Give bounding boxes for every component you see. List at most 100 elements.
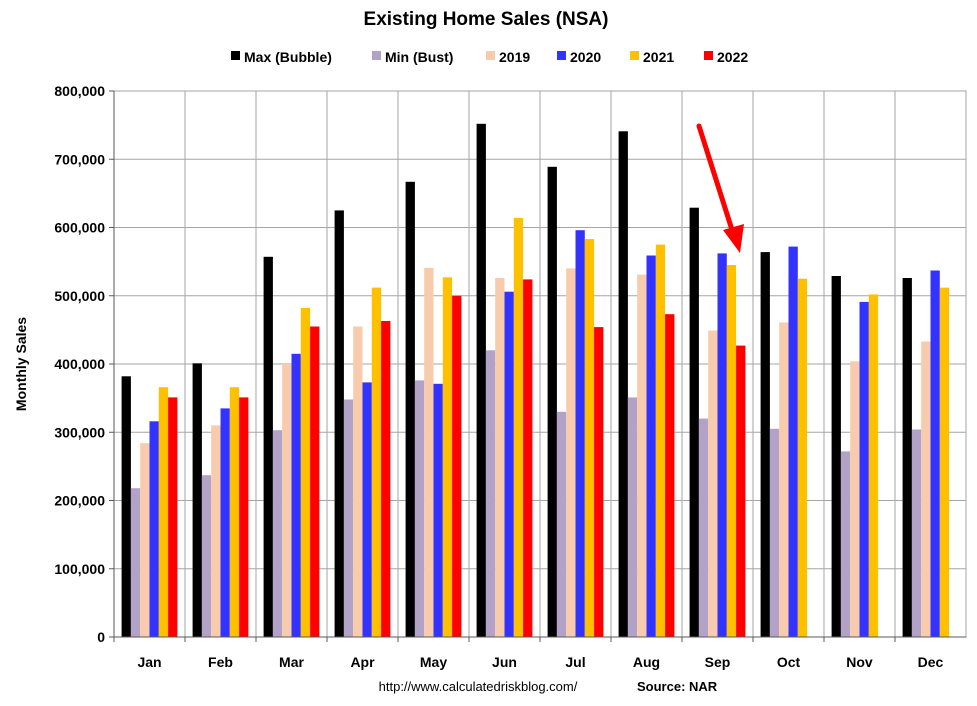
grid — [113, 90, 967, 638]
bar — [566, 268, 576, 637]
bar — [263, 256, 273, 637]
bar — [547, 166, 557, 638]
x-tick-label: Feb — [208, 654, 233, 670]
x-tick-label: Jul — [565, 654, 585, 670]
bar — [476, 123, 486, 638]
bar — [788, 246, 798, 637]
y-tick-label: 0 — [97, 629, 105, 645]
bar — [655, 244, 666, 637]
bars — [121, 123, 950, 638]
bar — [334, 210, 344, 637]
legend: Max (Bubble) Min (Bust) 2019 2020 2021 2022 — [231, 49, 748, 65]
x-tick-label: Mar — [279, 654, 304, 670]
y-tick-label: 700,000 — [54, 151, 105, 167]
bar — [902, 278, 912, 637]
legend-swatch — [486, 51, 495, 60]
bar — [442, 277, 453, 637]
bar — [736, 345, 746, 637]
legend-label: Min (Bust) — [385, 49, 453, 65]
bar — [689, 207, 699, 637]
bar — [424, 267, 434, 637]
legend-label: 2022 — [717, 49, 748, 65]
legend-label: 2019 — [499, 49, 530, 65]
annotation-arrow — [696, 123, 744, 253]
legend-swatch — [704, 51, 713, 60]
bar — [575, 230, 585, 637]
bar — [495, 278, 505, 637]
legend-label: Max (Bubble) — [244, 49, 332, 65]
y-tick-label: 800,000 — [54, 83, 105, 99]
bar — [618, 131, 628, 638]
x-tick-label: May — [420, 654, 447, 670]
bar — [646, 255, 656, 637]
bar — [584, 239, 595, 637]
bar — [168, 397, 178, 637]
bar — [717, 253, 727, 637]
bar — [414, 380, 425, 637]
bar — [726, 265, 737, 637]
bar — [158, 387, 169, 637]
legend-swatch — [372, 51, 381, 60]
x-tick-label: Dec — [918, 654, 944, 670]
bar — [850, 361, 860, 637]
bar — [272, 430, 283, 637]
bar — [433, 383, 443, 637]
bar — [343, 399, 354, 637]
footer-url: http://www.calculatedriskblog.com/ — [379, 679, 578, 694]
x-tick-label: Aug — [633, 654, 660, 670]
y-tick-label: 400,000 — [54, 356, 105, 372]
bar — [229, 387, 240, 637]
bar — [353, 326, 363, 637]
legend-label: 2020 — [570, 49, 601, 65]
bar — [939, 287, 950, 637]
bar — [362, 382, 372, 637]
bar — [504, 291, 514, 637]
x-tick-label: Jan — [137, 654, 161, 670]
y-tick-label: 600,000 — [54, 220, 105, 236]
bar — [300, 308, 311, 637]
bar — [291, 353, 301, 637]
bar — [201, 475, 212, 637]
legend-swatch — [630, 51, 639, 60]
bar — [637, 274, 647, 637]
bar — [381, 321, 391, 637]
bar — [405, 181, 415, 638]
bar — [831, 276, 841, 637]
y-tick-label: 100,000 — [54, 561, 105, 577]
bar — [220, 408, 230, 637]
bar — [130, 488, 141, 637]
bar — [556, 411, 567, 637]
bar — [911, 429, 922, 637]
bar — [760, 252, 770, 637]
bar — [797, 278, 808, 637]
legend-label: 2021 — [643, 49, 674, 65]
bar — [840, 451, 851, 637]
bar — [192, 363, 202, 637]
footer-source: Source: NAR — [637, 679, 718, 694]
arrow-head — [723, 224, 744, 253]
legend-swatch — [557, 51, 566, 60]
bar — [371, 287, 382, 637]
bar — [627, 397, 638, 637]
y-axis-label: Monthly Sales — [13, 317, 29, 411]
y-tick-label: 300,000 — [54, 424, 105, 440]
arrow-shaft — [696, 123, 736, 236]
x-tick-label: Jun — [492, 654, 517, 670]
bar — [708, 330, 718, 637]
bar — [779, 322, 789, 637]
bar — [513, 217, 524, 637]
bar — [310, 326, 320, 637]
legend-swatch — [231, 51, 240, 60]
bar — [485, 350, 496, 637]
bar — [594, 327, 604, 637]
x-tick-label: Sep — [705, 654, 731, 670]
x-tick-label: Apr — [350, 654, 375, 670]
chart-title: Existing Home Sales (NSA) — [364, 9, 609, 30]
y-tick-label: 500,000 — [54, 288, 105, 304]
bar — [121, 376, 131, 637]
bar — [921, 341, 931, 637]
bar — [239, 397, 249, 637]
bar — [140, 443, 150, 637]
bar — [452, 295, 462, 638]
